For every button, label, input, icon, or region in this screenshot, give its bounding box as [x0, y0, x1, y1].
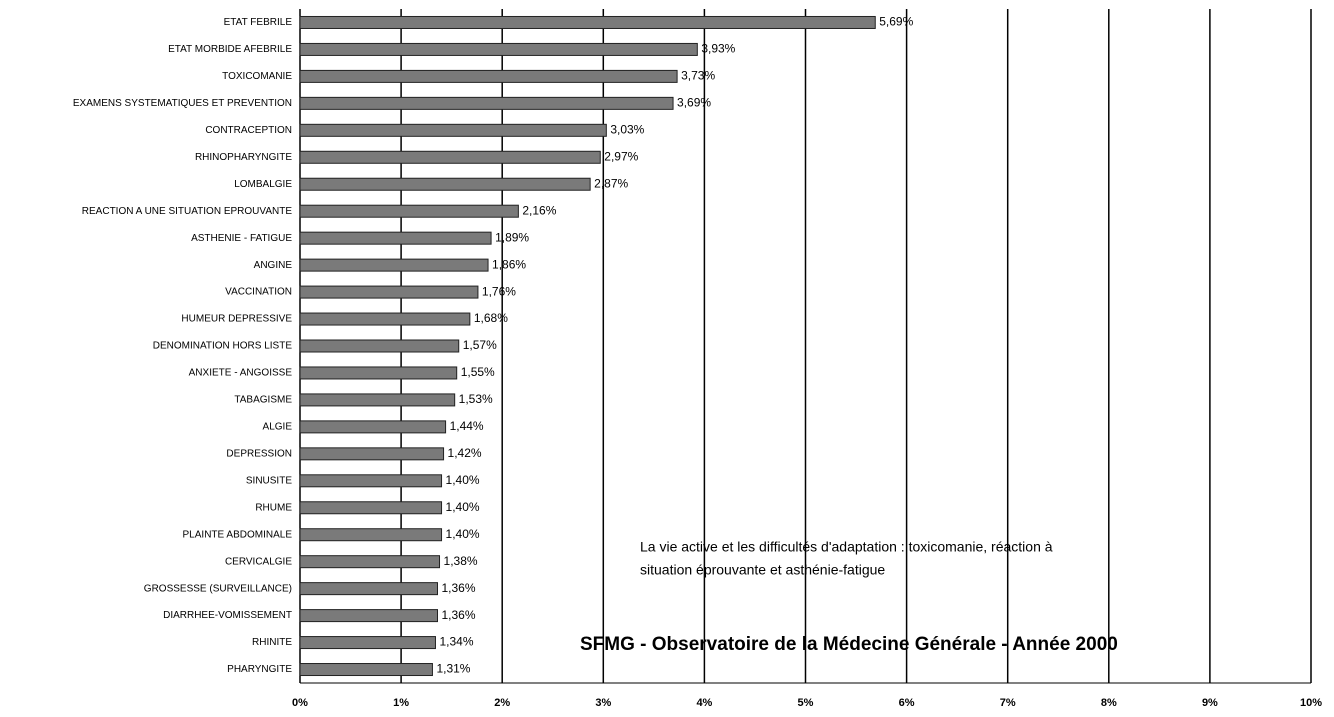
y-tick-label: HUMEUR DEPRESSIVE [181, 314, 292, 325]
y-tick-label: ALGIE [263, 422, 293, 433]
y-tick-label: RHUME [255, 502, 292, 513]
x-tick-label: 10% [1300, 697, 1322, 709]
bar [299, 528, 443, 542]
y-tick-label: GROSSESSE (SURVEILLANCE) [144, 583, 292, 594]
bar [299, 420, 447, 434]
x-tick-label: 6% [899, 697, 915, 709]
bar [299, 636, 436, 650]
bar [299, 42, 698, 56]
bar [299, 69, 678, 83]
y-tick-label: DIARRHEE-VOMISSEMENT [163, 610, 292, 621]
bar [299, 204, 519, 218]
value-label: 1,55% [461, 365, 495, 379]
bar [299, 474, 443, 488]
bar [299, 177, 591, 191]
x-tick-label: 5% [798, 697, 814, 709]
value-label: 1,76% [482, 284, 516, 298]
y-tick-label: REACTION A UNE SITUATION EPROUVANTE [82, 206, 293, 217]
value-label: 3,03% [610, 122, 644, 136]
bar [299, 663, 433, 677]
bar [299, 96, 674, 110]
value-label: 1,36% [441, 608, 475, 622]
y-tick-label: PHARYNGITE [227, 664, 292, 675]
bar [299, 285, 479, 299]
bar [299, 447, 445, 461]
y-tick-label: SINUSITE [246, 475, 292, 486]
y-tick-label: VACCINATION [225, 287, 292, 298]
value-label: 1,89% [495, 230, 529, 244]
value-label: 1,42% [448, 446, 482, 460]
value-label: 3,93% [701, 42, 735, 56]
bar [299, 609, 438, 623]
y-tick-label: CERVICALGIE [225, 556, 292, 567]
x-tick-label: 0% [292, 697, 308, 709]
y-tick-label: TOXICOMANIE [222, 71, 292, 82]
y-tick-label: ETAT MORBIDE AFEBRILE [168, 44, 292, 55]
value-label: 1,40% [446, 500, 480, 514]
value-label: 2,87% [594, 176, 628, 190]
bar [299, 123, 607, 137]
x-tick-label: 4% [696, 697, 712, 709]
x-tick-label: 2% [494, 697, 510, 709]
value-label: 1,34% [439, 635, 473, 649]
value-label: 1,86% [492, 257, 526, 271]
y-tick-label: CONTRACEPTION [205, 125, 292, 136]
y-tick-label: ETAT FEBRILE [224, 17, 293, 28]
value-label: 1,40% [446, 473, 480, 487]
bar [299, 258, 489, 272]
value-label: 3,73% [681, 69, 715, 83]
value-label: 1,40% [446, 527, 480, 541]
y-tick-label: PLAINTE ABDOMINALE [183, 529, 293, 540]
y-tick-label: ASTHENIE - FATIGUE [191, 233, 292, 244]
value-label: 1,38% [444, 554, 478, 568]
y-tick-label: LOMBALGIE [234, 179, 292, 190]
x-tick-label: 9% [1202, 697, 1218, 709]
bar [299, 501, 443, 515]
bar [299, 555, 441, 569]
y-tick-label: ANXIETE - ANGOISSE [189, 368, 293, 379]
x-tick-label: 3% [595, 697, 611, 709]
y-tick-label: EXAMENS SYSTEMATIQUES ET PREVENTION [73, 98, 292, 109]
y-tick-label: TABAGISME [234, 395, 292, 406]
value-label: 5,69% [879, 15, 913, 29]
bar [299, 231, 492, 245]
y-tick-label: ANGINE [254, 260, 293, 271]
annotation: SFMG - Observatoire de la Médecine Génér… [580, 634, 1118, 655]
x-tick-label: 1% [393, 697, 409, 709]
x-tick-label: 8% [1101, 697, 1117, 709]
bar [299, 339, 460, 353]
bar [299, 393, 456, 407]
bar [299, 150, 601, 164]
bar [299, 366, 458, 380]
value-label: 1,53% [459, 392, 493, 406]
value-label: 1,36% [441, 581, 475, 595]
bar [299, 312, 471, 326]
annotation: La vie active et les difficultés d'adapt… [640, 539, 1053, 555]
value-label: 1,57% [463, 338, 497, 352]
value-label: 1,31% [436, 662, 470, 676]
bar [299, 15, 876, 29]
value-label: 2,16% [522, 203, 556, 217]
y-tick-label: RHINITE [252, 637, 292, 648]
bar [299, 582, 438, 596]
value-label: 1,68% [474, 311, 508, 325]
y-tick-label: DENOMINATION HORS LISTE [153, 341, 293, 352]
y-tick-label: RHINOPHARYNGITE [195, 152, 292, 163]
annotation: situation éprouvante et asthénie-fatigue [640, 562, 885, 578]
value-label: 2,97% [604, 149, 638, 163]
y-tick-label: DEPRESSION [226, 448, 292, 459]
value-label: 3,69% [677, 96, 711, 110]
x-tick-label: 7% [1000, 697, 1016, 709]
value-label: 1,44% [450, 419, 484, 433]
